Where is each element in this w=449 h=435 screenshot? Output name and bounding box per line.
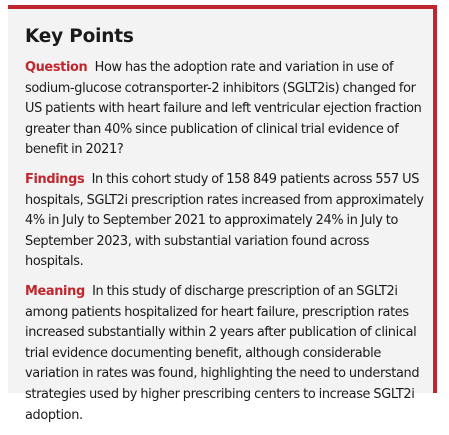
key-points-content: Key Points Question How has the adoption… xyxy=(25,25,425,435)
question-text: How has the adoption rate and variation … xyxy=(25,60,422,158)
panel-title: Key Points xyxy=(25,26,134,47)
key-points-panel: Key Points Question How has the adoption… xyxy=(8,5,437,423)
findings-label: Findings xyxy=(25,171,85,187)
findings-section: Findings In this cohort study of 158 849… xyxy=(25,170,425,273)
meaning-text: In this study of discharge prescription … xyxy=(25,283,420,423)
meaning-section: Meaning In this study of discharge presc… xyxy=(25,282,425,426)
question-section: Question How has the adoption rate and v… xyxy=(25,58,425,161)
findings-text: In this cohort study of 158 849 patients… xyxy=(25,171,424,270)
question-label: Question xyxy=(25,60,88,75)
meaning-label: Meaning xyxy=(25,283,85,299)
